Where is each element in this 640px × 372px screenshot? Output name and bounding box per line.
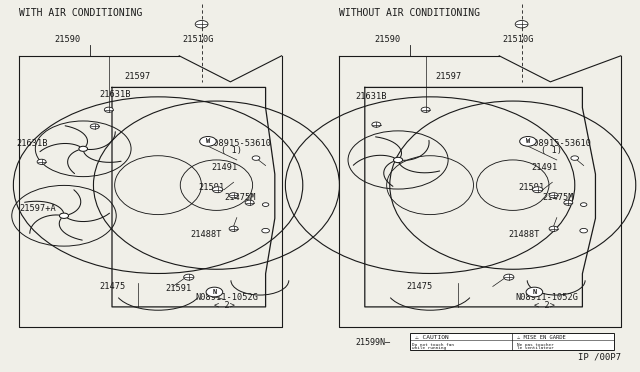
- Circle shape: [262, 203, 269, 206]
- Circle shape: [526, 287, 543, 297]
- Circle shape: [229, 193, 238, 198]
- Text: N: N: [532, 289, 536, 295]
- Text: 21591: 21591: [198, 183, 225, 192]
- Text: N08911-1052G: N08911-1052G: [515, 293, 578, 302]
- Text: le ventilateur: le ventilateur: [517, 346, 554, 350]
- Circle shape: [394, 157, 403, 163]
- Text: IP /00P7: IP /00P7: [578, 353, 621, 362]
- Circle shape: [564, 200, 573, 205]
- Text: 21591: 21591: [165, 284, 191, 293]
- Circle shape: [90, 124, 99, 129]
- Circle shape: [262, 228, 269, 233]
- Text: 21488T: 21488T: [191, 230, 222, 239]
- Circle shape: [504, 274, 514, 280]
- Text: 21590: 21590: [54, 35, 81, 44]
- Text: 21510G: 21510G: [502, 35, 534, 44]
- Circle shape: [245, 200, 254, 205]
- Text: 21597+A: 21597+A: [19, 204, 56, 213]
- Circle shape: [520, 137, 536, 146]
- Bar: [410, 333, 614, 350]
- Circle shape: [206, 287, 223, 297]
- Text: W: W: [206, 138, 210, 144]
- Circle shape: [421, 107, 430, 112]
- Text: < 2>: < 2>: [534, 301, 556, 310]
- Circle shape: [549, 193, 558, 198]
- Text: 21475: 21475: [99, 282, 125, 291]
- Text: W: W: [526, 138, 530, 144]
- Text: WITHOUT AIR CONDITIONING: WITHOUT AIR CONDITIONING: [339, 8, 480, 18]
- Text: ( 1): ( 1): [541, 146, 562, 155]
- Text: 21599N—: 21599N—: [355, 338, 390, 347]
- Text: while running: while running: [412, 346, 445, 350]
- Text: 21475M: 21475M: [224, 193, 255, 202]
- Text: Do not touch fan: Do not touch fan: [412, 343, 454, 347]
- Text: 21475: 21475: [406, 282, 433, 291]
- Circle shape: [515, 20, 528, 28]
- Text: ( 1): ( 1): [221, 146, 242, 155]
- Circle shape: [79, 146, 88, 151]
- Text: W08915-53610: W08915-53610: [208, 139, 271, 148]
- Circle shape: [184, 274, 194, 280]
- Text: Ne pas toucher: Ne pas toucher: [517, 343, 554, 347]
- Circle shape: [372, 122, 381, 127]
- Text: 21475M: 21475M: [543, 193, 574, 202]
- Circle shape: [212, 187, 223, 193]
- Text: 21488T: 21488T: [509, 230, 540, 239]
- Text: 21590: 21590: [374, 35, 401, 44]
- Text: 21631B: 21631B: [99, 90, 131, 99]
- Circle shape: [532, 187, 543, 193]
- Text: 21631B: 21631B: [16, 139, 47, 148]
- Text: W08915-53610: W08915-53610: [528, 139, 591, 148]
- Text: N08911-1052G: N08911-1052G: [195, 293, 258, 302]
- Circle shape: [571, 156, 579, 160]
- Text: ⚠ CAUTION: ⚠ CAUTION: [415, 335, 449, 340]
- Text: 21491: 21491: [531, 163, 557, 172]
- Text: 21510G: 21510G: [182, 35, 214, 44]
- Circle shape: [580, 228, 588, 233]
- Circle shape: [200, 137, 216, 146]
- Circle shape: [229, 226, 238, 231]
- Text: 21491: 21491: [211, 163, 237, 172]
- Circle shape: [580, 203, 587, 206]
- Circle shape: [104, 107, 113, 112]
- Circle shape: [37, 159, 46, 164]
- Text: 21631B: 21631B: [355, 92, 387, 101]
- Circle shape: [195, 20, 208, 28]
- Text: N: N: [212, 289, 216, 295]
- Text: 21597: 21597: [435, 72, 461, 81]
- Text: 21591: 21591: [518, 183, 545, 192]
- Circle shape: [60, 213, 68, 218]
- Text: 21597: 21597: [125, 72, 151, 81]
- Circle shape: [252, 156, 260, 160]
- Circle shape: [549, 226, 558, 231]
- Text: ⚠ MISE EN GARDE: ⚠ MISE EN GARDE: [517, 335, 566, 340]
- Text: < 2>: < 2>: [214, 301, 236, 310]
- Text: WITH AIR CONDITIONING: WITH AIR CONDITIONING: [19, 8, 143, 18]
